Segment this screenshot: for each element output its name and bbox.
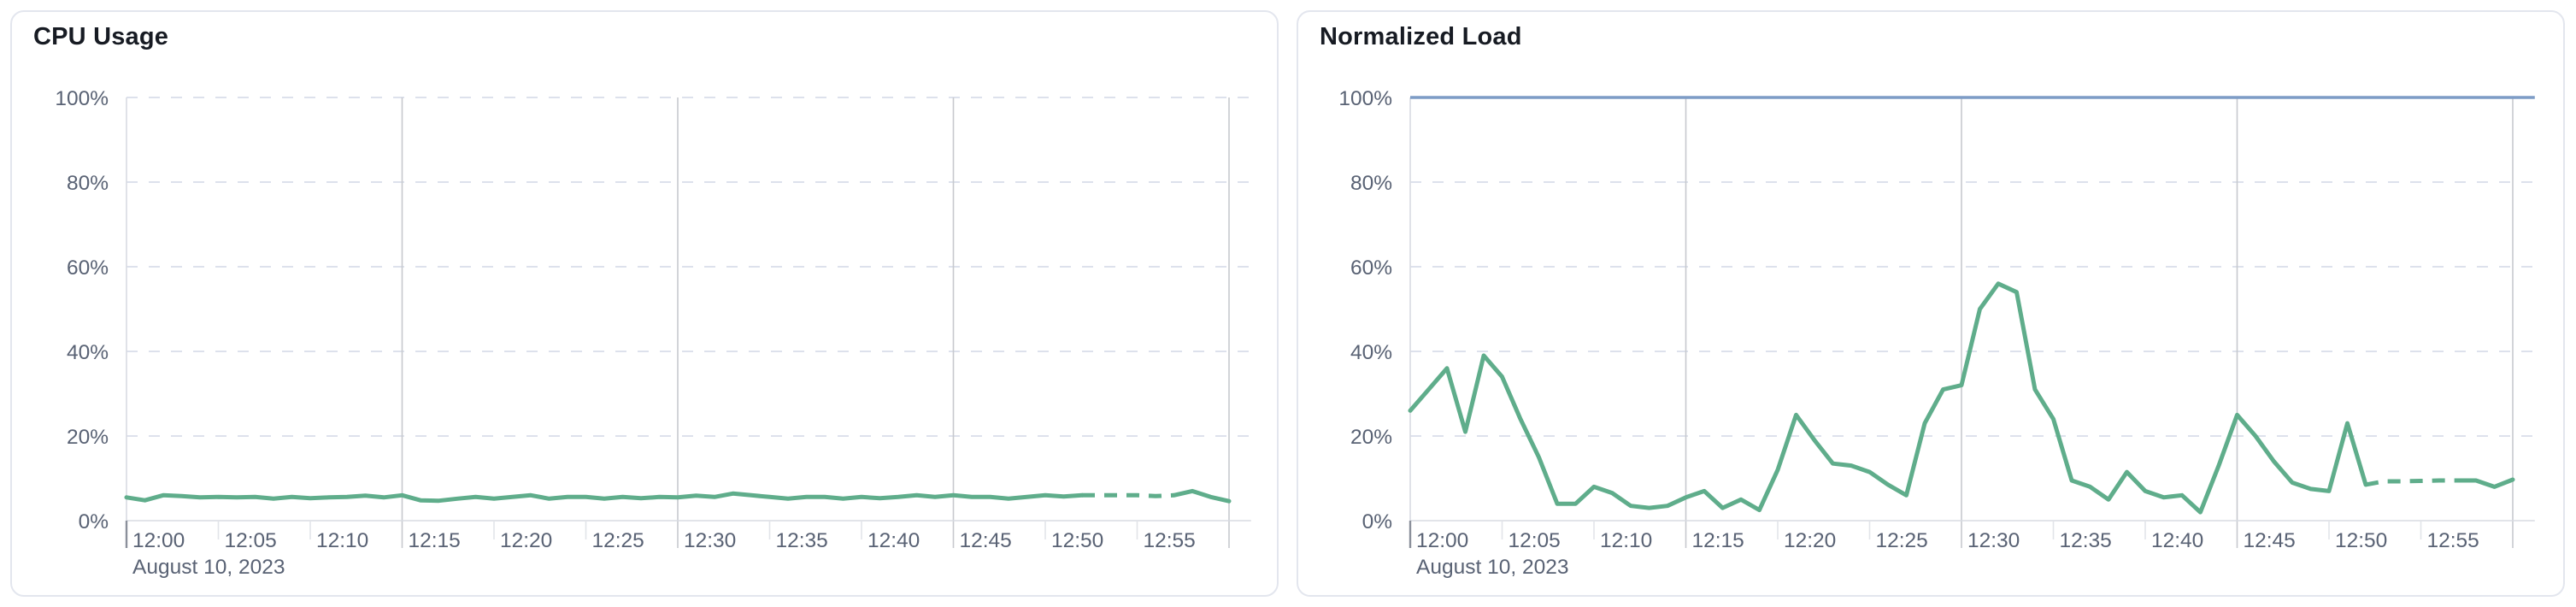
cpu-usage-chart[interactable]: 0%20%40%60%80%100%12:00 12:05 12:10 12:15 12… [12, 12, 1277, 595]
x-axis-labels: 12:00 12:05 12:10 12:15 12:20 12:25 12:30 12:35… [1416, 529, 2479, 552]
normalized-load-card: 0% 20% 40% 60% 80% 100% 12:00 12:05 12:10 12:15 12… [1297, 10, 2565, 597]
x-tick-label: 12:50 [2335, 529, 2387, 552]
x-tick-label: 12:05 [1509, 529, 1561, 552]
vertical-gridlines [401, 97, 1230, 548]
series-line-dashed [1082, 492, 1174, 498]
x-tick-label: 12:20 [1784, 529, 1836, 552]
series-line-solid [1408, 281, 2368, 515]
x-tick-label: 12:40 [2151, 529, 2203, 552]
x-tick-label: 12:50 [1051, 529, 1103, 552]
series-cpu-usage [124, 488, 1232, 504]
x-axis-ticks [1409, 521, 2422, 548]
x-tick-label: 12:55 [1144, 529, 1196, 552]
y-tick-label: 80% [67, 172, 109, 195]
y-tick-label: 20% [1350, 426, 1392, 449]
date-label: August 10, 2023 [132, 556, 285, 579]
x-tick-label: 12:00 [132, 529, 185, 552]
x-tick-label: 12:40 [867, 529, 920, 552]
y-tick-label: 0% [79, 510, 109, 533]
y-axis-labels: 0% 20% 40% 60% 80% 100% [55, 87, 109, 533]
series-line-dashed [2365, 478, 2458, 487]
x-tick-label: 12:10 [1600, 529, 1652, 552]
normalized-load-chart[interactable]: 0%20%40%60%80%100%12:00 12:05 12:10 12:15 12… [1298, 12, 2563, 595]
x-axis-ticks [125, 521, 1138, 548]
chart-title: Normalized Load [1320, 23, 1522, 50]
date-label: August 10, 2023 [1416, 556, 1568, 579]
y-tick-label: 60% [67, 256, 109, 280]
x-tick-label: 12:25 [1876, 529, 1928, 552]
y-axis-labels: 0% 20% 40% 60% 80% 100% [1338, 87, 1392, 533]
horizontal-gridlines [126, 97, 1251, 437]
y-tick-label: 100% [1338, 87, 1392, 110]
x-tick-label: 12:15 [1692, 529, 1744, 552]
x-axis-labels: 12:00 12:05 12:10 12:15 12:20 12:25 12:30 12:35… [132, 529, 1196, 552]
vertical-gridlines [1685, 97, 2514, 548]
x-tick-label: 12:00 [1416, 529, 1468, 552]
x-tick-label: 12:25 [592, 529, 644, 552]
x-tick-label: 12:35 [2060, 529, 2112, 552]
y-tick-label: 80% [1350, 172, 1392, 195]
y-tick-label: 100% [55, 87, 109, 110]
x-tick-label: 12:45 [960, 529, 1012, 552]
horizontal-gridlines [1410, 181, 2535, 437]
series-line-solid [124, 491, 1085, 504]
series-normalized-load [1408, 281, 2515, 515]
x-tick-label: 12:20 [500, 529, 552, 552]
x-tick-label: 12:30 [1967, 529, 2020, 552]
y-tick-label: 40% [1350, 341, 1392, 364]
x-tick-label: 12:55 [2427, 529, 2479, 552]
y-tick-label: 20% [67, 426, 109, 449]
x-tick-label: 12:45 [2244, 529, 2296, 552]
x-tick-label: 12:05 [225, 529, 277, 552]
chart-title: CPU Usage [33, 23, 169, 50]
y-tick-label: 40% [67, 341, 109, 364]
x-tick-label: 12:15 [409, 529, 461, 552]
y-tick-label: 0% [1362, 510, 1392, 533]
x-tick-label: 12:10 [316, 529, 368, 552]
series-line-solid [2455, 477, 2515, 489]
series-line-solid [1172, 488, 1232, 504]
y-tick-label: 60% [1350, 256, 1392, 280]
cpu-usage-card: 0% 20% 40% 60% 80% 100% 12:00 12:05 12:10 12:15 12… [10, 10, 1279, 597]
x-tick-label: 12:35 [776, 529, 828, 552]
x-tick-label: 12:30 [684, 529, 736, 552]
